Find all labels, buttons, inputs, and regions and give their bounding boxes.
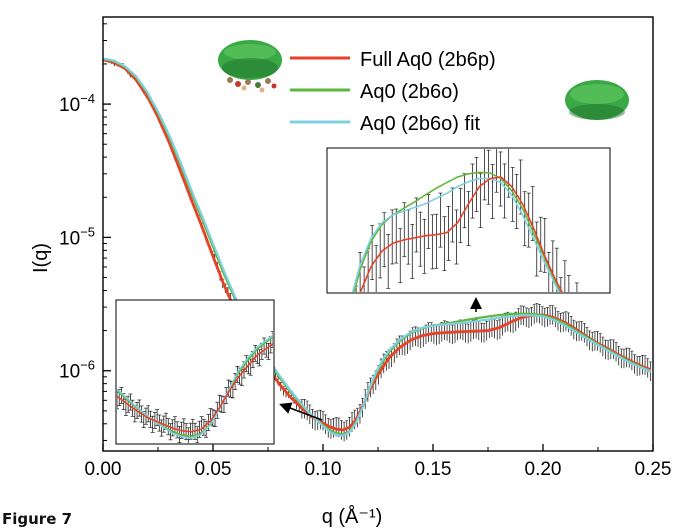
- y-axis: 10−6 10−5 10−4: [59, 23, 111, 441]
- y-tick-label: 10−4: [59, 91, 95, 116]
- x-tick-label: 0.15: [415, 459, 452, 480]
- series-group: [103, 57, 652, 437]
- legend-label-fit: Aq0 (2b6o) fit: [360, 113, 481, 135]
- legend-label-full: Full Aq0 (2b6p): [360, 49, 496, 71]
- y-axis-label: I(q): [30, 243, 52, 273]
- protein-ring-icon: [565, 80, 629, 120]
- inset-series-line-0: [117, 343, 273, 433]
- x-axis-label: q (Å⁻¹): [322, 505, 383, 528]
- x-tick-label: 0.00: [85, 459, 122, 480]
- x-axis: 0.00 0.05 0.10 0.15 0.20 0.25: [85, 444, 672, 480]
- x-tick-label: 0.10: [305, 459, 342, 480]
- inset-series-line-2: [351, 177, 560, 292]
- y-tick-label: 10−6: [59, 358, 95, 383]
- x-tick-label: 0.05: [195, 459, 232, 480]
- inset-series-line-2: [117, 334, 273, 439]
- inset-series-line-1: [353, 171, 562, 292]
- figure-label: Figure 7: [2, 510, 73, 528]
- arrow-lower-left: [279, 402, 323, 421]
- inset-series-line-0: [359, 176, 563, 292]
- y-tick-label: 10−5: [59, 224, 95, 249]
- inset-upper-right: [326, 147, 611, 294]
- legend-label-aq0: Aq0 (2b6o): [360, 81, 459, 103]
- protein-complex-icon: [218, 40, 282, 93]
- inset-lower-left: [115, 299, 275, 445]
- series-line-2: [103, 57, 652, 437]
- x-tick-label: 0.25: [635, 459, 672, 480]
- x-tick-label: 0.20: [525, 459, 562, 480]
- legend: Full Aq0 (2b6p) Aq0 (2b6o) Aq0 (2b6o) fi…: [290, 49, 496, 135]
